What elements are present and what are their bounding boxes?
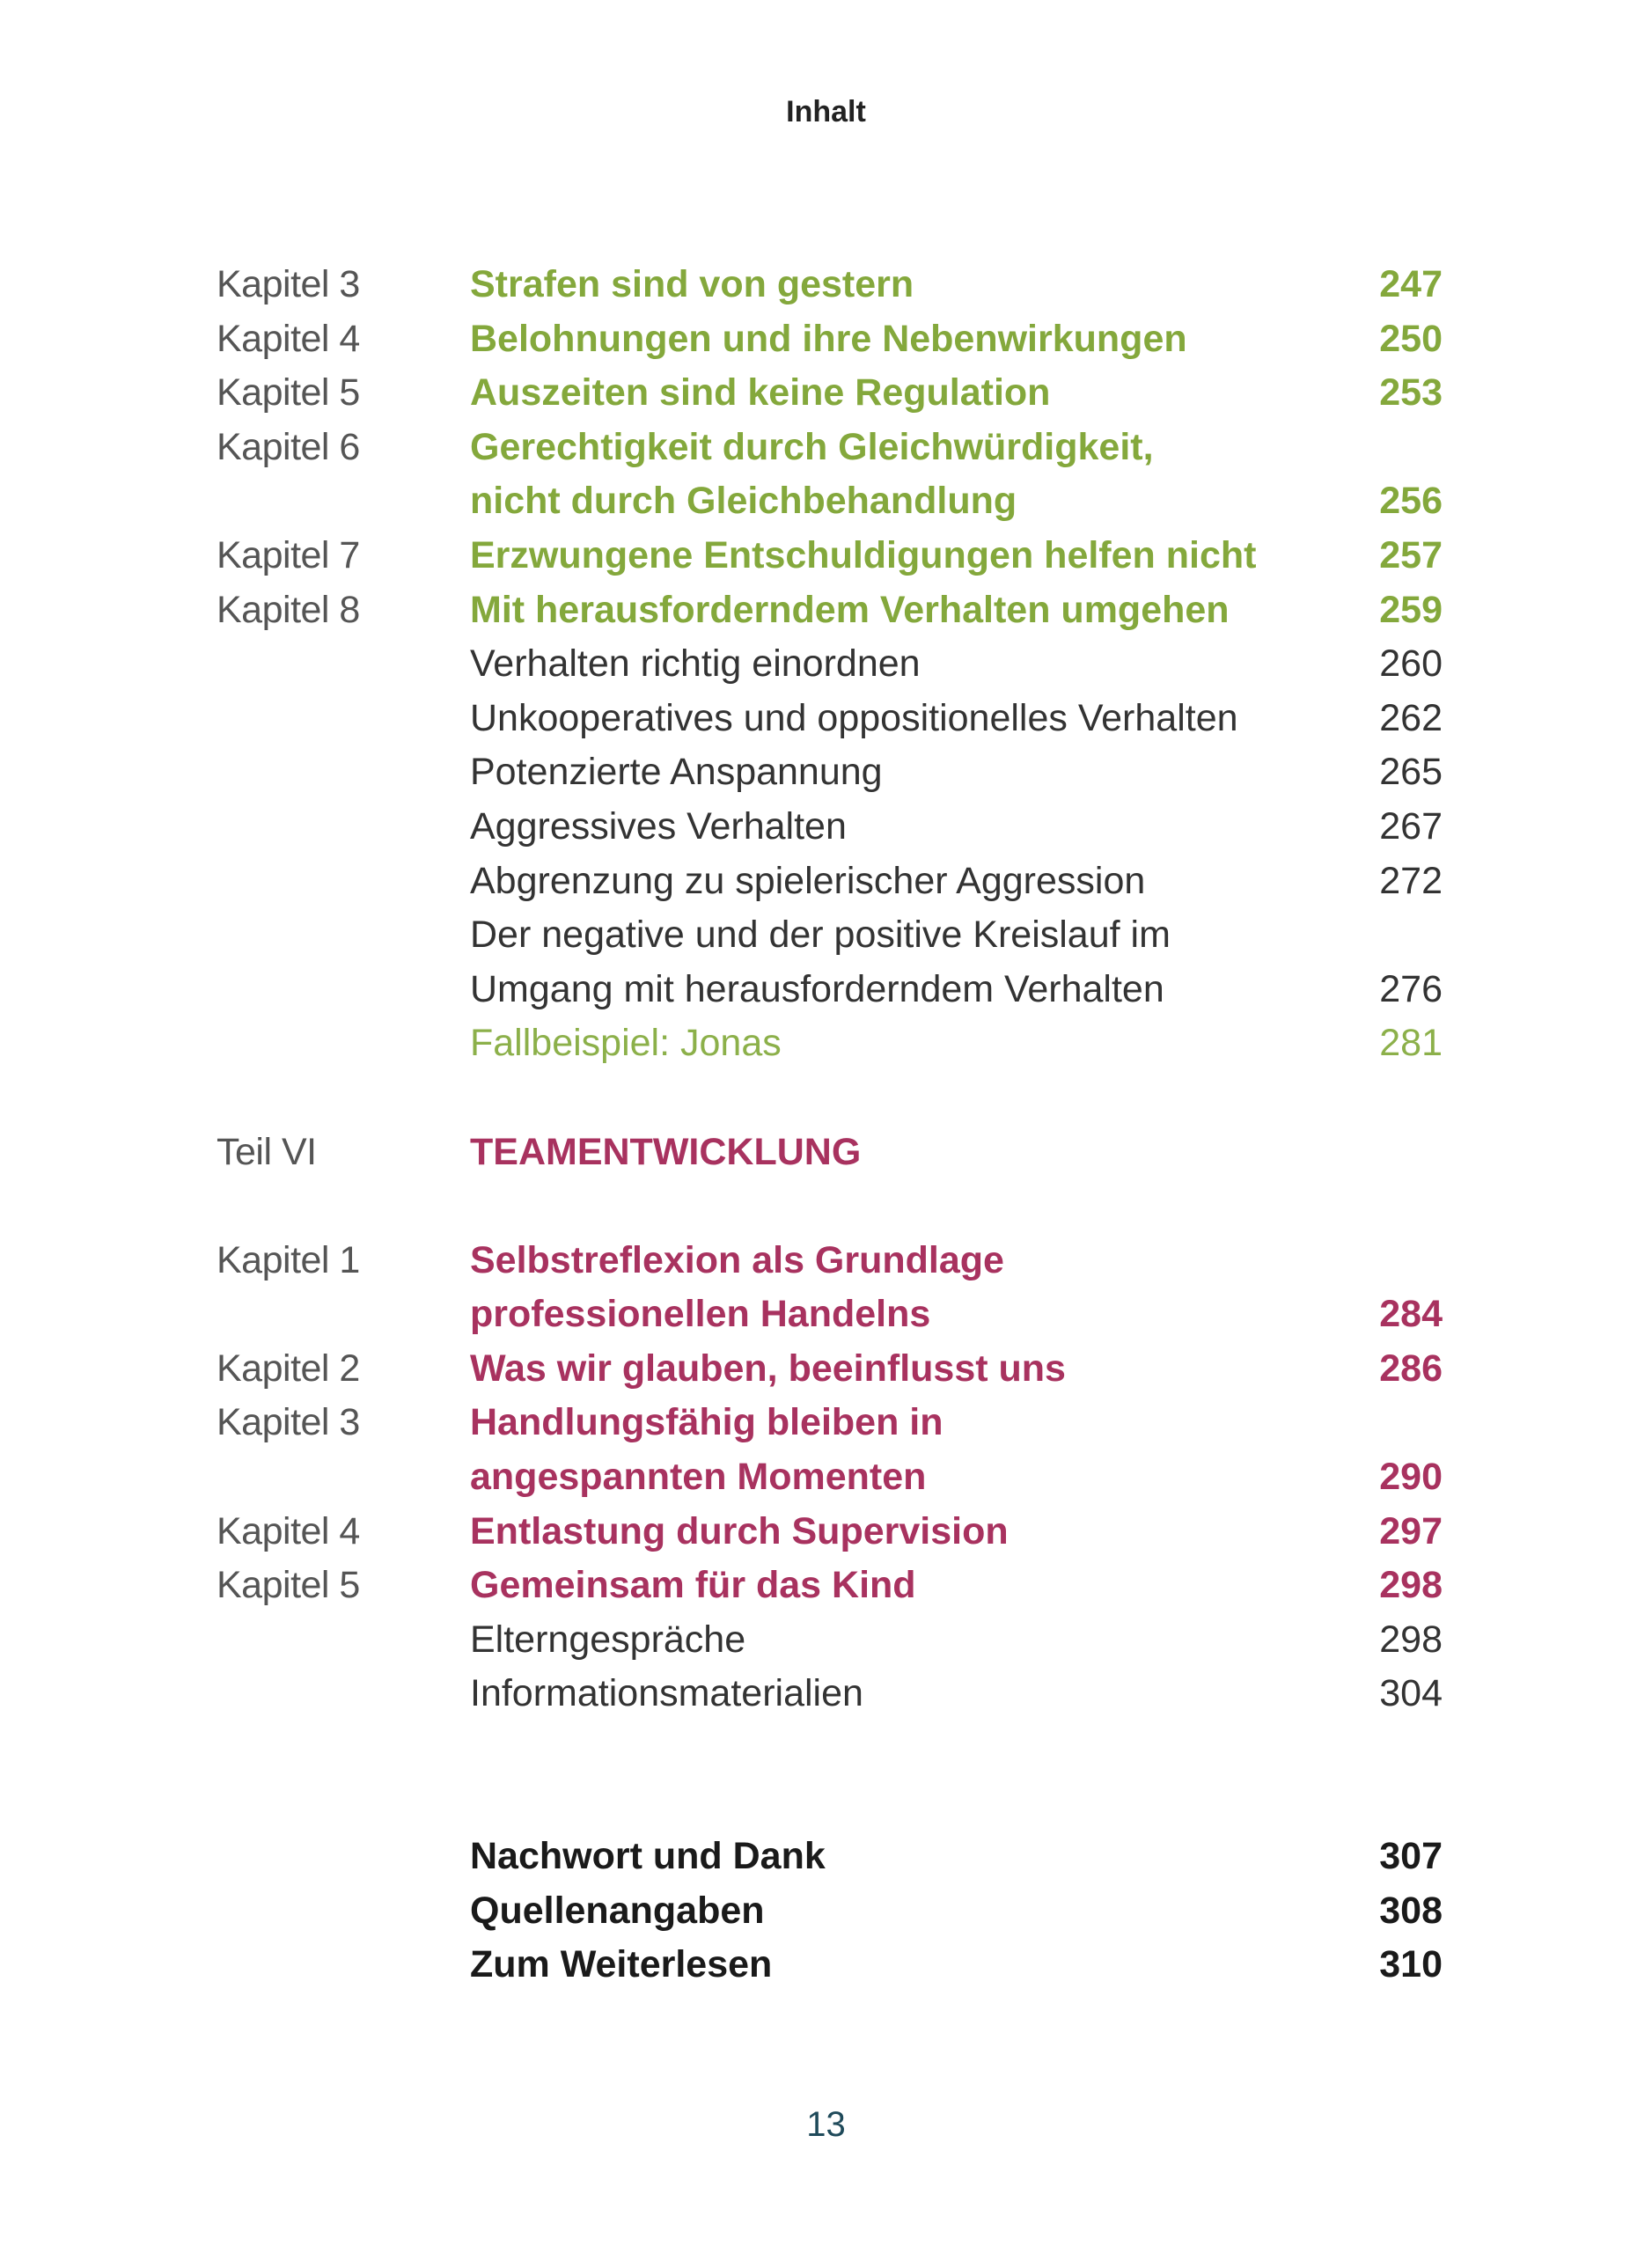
toc-entry-page: 297: [1379, 1509, 1443, 1552]
toc-entry-page: 310: [1379, 1943, 1443, 1986]
toc-entry-page: 286: [1379, 1347, 1443, 1390]
toc-entry-label: Kapitel 8: [217, 588, 360, 631]
toc-entry-page: 265: [1379, 751, 1443, 794]
toc-entry[interactable]: Nachwort und Dank 307: [0, 1830, 1652, 1884]
toc-entry-label: Kapitel 3: [217, 1401, 360, 1444]
toc-entry-page: 284: [1379, 1293, 1443, 1336]
toc-entry-title: Zum Weiterlesen: [470, 1943, 773, 1986]
toc-entry[interactable]: Aggressives Verhalten 267: [0, 800, 1652, 855]
toc-entry[interactable]: Kapitel 3 Strafen sind von gestern 247: [0, 258, 1652, 312]
spacer: [0, 1721, 1652, 1830]
toc-entry[interactable]: professionellen Handelns 284: [0, 1288, 1652, 1342]
toc-entry[interactable]: Kapitel 6 Gerechtigkeit durch Gleichwürdi…: [0, 421, 1652, 475]
toc-entry-page: 260: [1379, 642, 1443, 686]
toc-entry[interactable]: Umgang mit herausforderndem Verhalten 276: [0, 963, 1652, 1017]
toc-entry-title: Gerechtigkeit durch Gleichwürdigkeit,: [470, 425, 1154, 468]
toc-entry[interactable]: Der negative und der positive Kreislauf …: [0, 908, 1652, 963]
toc-entry-label: Kapitel 5: [217, 1564, 360, 1607]
toc-entry-page: 298: [1379, 1618, 1443, 1661]
toc-entry[interactable]: Kapitel 8 Mit herausforderndem Verhalten …: [0, 583, 1652, 638]
toc-entry-label: Kapitel 1: [217, 1238, 360, 1281]
toc-entry-title: Was wir glauben, beeinflusst uns: [470, 1347, 1066, 1390]
page-header-title: Inhalt: [786, 95, 866, 128]
toc-entry-label: Kapitel 7: [217, 533, 360, 576]
toc-entry[interactable]: Verhalten richtig einordnen 260: [0, 637, 1652, 692]
toc-entry-title: Entlastung durch Supervision: [470, 1509, 1009, 1552]
toc-entry-title: Strafen sind von gestern: [470, 263, 914, 305]
toc-entry-page: 290: [1379, 1456, 1443, 1499]
toc-entry-page: 256: [1379, 480, 1443, 523]
toc-entry-title: Potenzierte Anspannung: [470, 751, 883, 794]
table-of-contents: Kapitel 3 Strafen sind von gestern 247 Kapi…: [0, 258, 1652, 1992]
toc-entry[interactable]: Quellenangaben 308: [0, 1884, 1652, 1939]
toc-entry[interactable]: Abgrenzung zu spielerischer Aggression 27…: [0, 855, 1652, 909]
toc-entry-title: nicht durch Gleichbehandlung: [470, 480, 1017, 523]
toc-entry-title: Aggressives Verhalten: [470, 804, 847, 848]
toc-entry-title: TEAMENTWICKLUNG: [470, 1130, 862, 1173]
toc-entry[interactable]: Teil VI TEAMENTWICKLUNG: [0, 1126, 1652, 1180]
toc-entry-title: Abgrenzung zu spielerischer Aggression: [470, 859, 1146, 902]
toc-entry-page: 267: [1379, 804, 1443, 848]
toc-entry-title: Gemeinsam für das Kind: [470, 1564, 916, 1607]
spacer: [0, 1071, 1652, 1126]
toc-entry-title: Auszeiten sind keine Regulation: [470, 371, 1051, 415]
toc-entry-page: 308: [1379, 1889, 1443, 1932]
spacer: [0, 1179, 1652, 1234]
toc-entry-title: Mit herausforderndem Verhalten umgehen: [470, 588, 1230, 631]
toc-entry[interactable]: Informationsmaterialien 304: [0, 1667, 1652, 1721]
page-number: 13: [806, 2105, 846, 2144]
toc-entry-page: 262: [1379, 696, 1443, 739]
toc-entry-label: Teil VI: [217, 1130, 317, 1173]
toc-entry[interactable]: Kapitel 4 Entlastung durch Supervision 297: [0, 1505, 1652, 1559]
toc-entry[interactable]: Fallbeispiel: Jonas 281: [0, 1016, 1652, 1071]
toc-entry-page: 259: [1379, 588, 1443, 631]
toc-entry-label: Kapitel 2: [217, 1347, 360, 1390]
toc-entry-label: Kapitel 5: [217, 371, 360, 415]
toc-entry-title: Nachwort und Dank: [470, 1835, 826, 1878]
toc-entry-label: Kapitel 4: [217, 1509, 360, 1552]
toc-entry-page: 247: [1379, 263, 1443, 305]
toc-entry[interactable]: Kapitel 7 Erzwungene Entschuldigungen hel…: [0, 529, 1652, 583]
toc-entry-title: professionellen Handelns: [470, 1293, 931, 1336]
toc-entry-title: Informationsmaterialien: [470, 1672, 863, 1715]
toc-entry-page: 298: [1379, 1564, 1443, 1607]
toc-entry-page: 276: [1379, 967, 1443, 1010]
toc-entry[interactable]: Kapitel 4 Belohnungen und ihre Nebenwirku…: [0, 312, 1652, 367]
toc-entry[interactable]: Kapitel 5 Auszeiten sind keine Regulation…: [0, 366, 1652, 421]
toc-entry[interactable]: Unkooperatives und oppositionelles Verha…: [0, 692, 1652, 746]
toc-entry-title: Fallbeispiel: Jonas: [470, 1022, 782, 1065]
toc-entry[interactable]: Kapitel 3 Handlungsfähig bleiben in: [0, 1396, 1652, 1450]
toc-entry-label: Kapitel 6: [217, 425, 360, 468]
toc-entry-page: 272: [1379, 859, 1443, 902]
toc-entry-title: Quellenangaben: [470, 1889, 765, 1932]
toc-entry-title: angespannten Momenten: [470, 1456, 927, 1499]
toc-entry-page: 307: [1379, 1835, 1443, 1878]
toc-entry-title: Der negative und der positive Kreislauf …: [470, 914, 1171, 957]
toc-entry[interactable]: Kapitel 1 Selbstreflexion als Grundlage: [0, 1234, 1652, 1288]
toc-entry-label: Kapitel 3: [217, 263, 360, 305]
toc-entry-title: Belohnungen und ihre Nebenwirkungen: [470, 317, 1187, 360]
toc-entry[interactable]: nicht durch Gleichbehandlung 256: [0, 474, 1652, 529]
toc-entry[interactable]: Kapitel 2 Was wir glauben, beeinflusst un…: [0, 1342, 1652, 1397]
toc-entry[interactable]: Kapitel 5 Gemeinsam für das Kind 298: [0, 1559, 1652, 1613]
toc-entry-page: 281: [1379, 1022, 1443, 1065]
toc-entry[interactable]: Elterngespräche 298: [0, 1613, 1652, 1668]
toc-entry-title: Erzwungene Entschuldigungen helfen nicht: [470, 533, 1257, 576]
toc-entry-title: Unkooperatives und oppositionelles Verha…: [470, 696, 1238, 739]
toc-entry-page: 304: [1379, 1672, 1443, 1715]
toc-entry-page: 253: [1379, 371, 1443, 415]
toc-entry[interactable]: angespannten Momenten 290: [0, 1450, 1652, 1505]
toc-entry-title: Selbstreflexion als Grundlage: [470, 1238, 1004, 1281]
toc-entry-page: 257: [1379, 533, 1443, 576]
toc-entry[interactable]: Zum Weiterlesen 310: [0, 1938, 1652, 1992]
toc-entry-title: Elterngespräche: [470, 1618, 746, 1661]
toc-entry[interactable]: Potenzierte Anspannung 265: [0, 745, 1652, 800]
toc-entry-title: Handlungsfähig bleiben in: [470, 1401, 943, 1444]
toc-entry-page: 250: [1379, 317, 1443, 360]
toc-entry-title: Verhalten richtig einordnen: [470, 642, 921, 686]
toc-entry-label: Kapitel 4: [217, 317, 360, 360]
toc-entry-title: Umgang mit herausforderndem Verhalten: [470, 967, 1164, 1010]
